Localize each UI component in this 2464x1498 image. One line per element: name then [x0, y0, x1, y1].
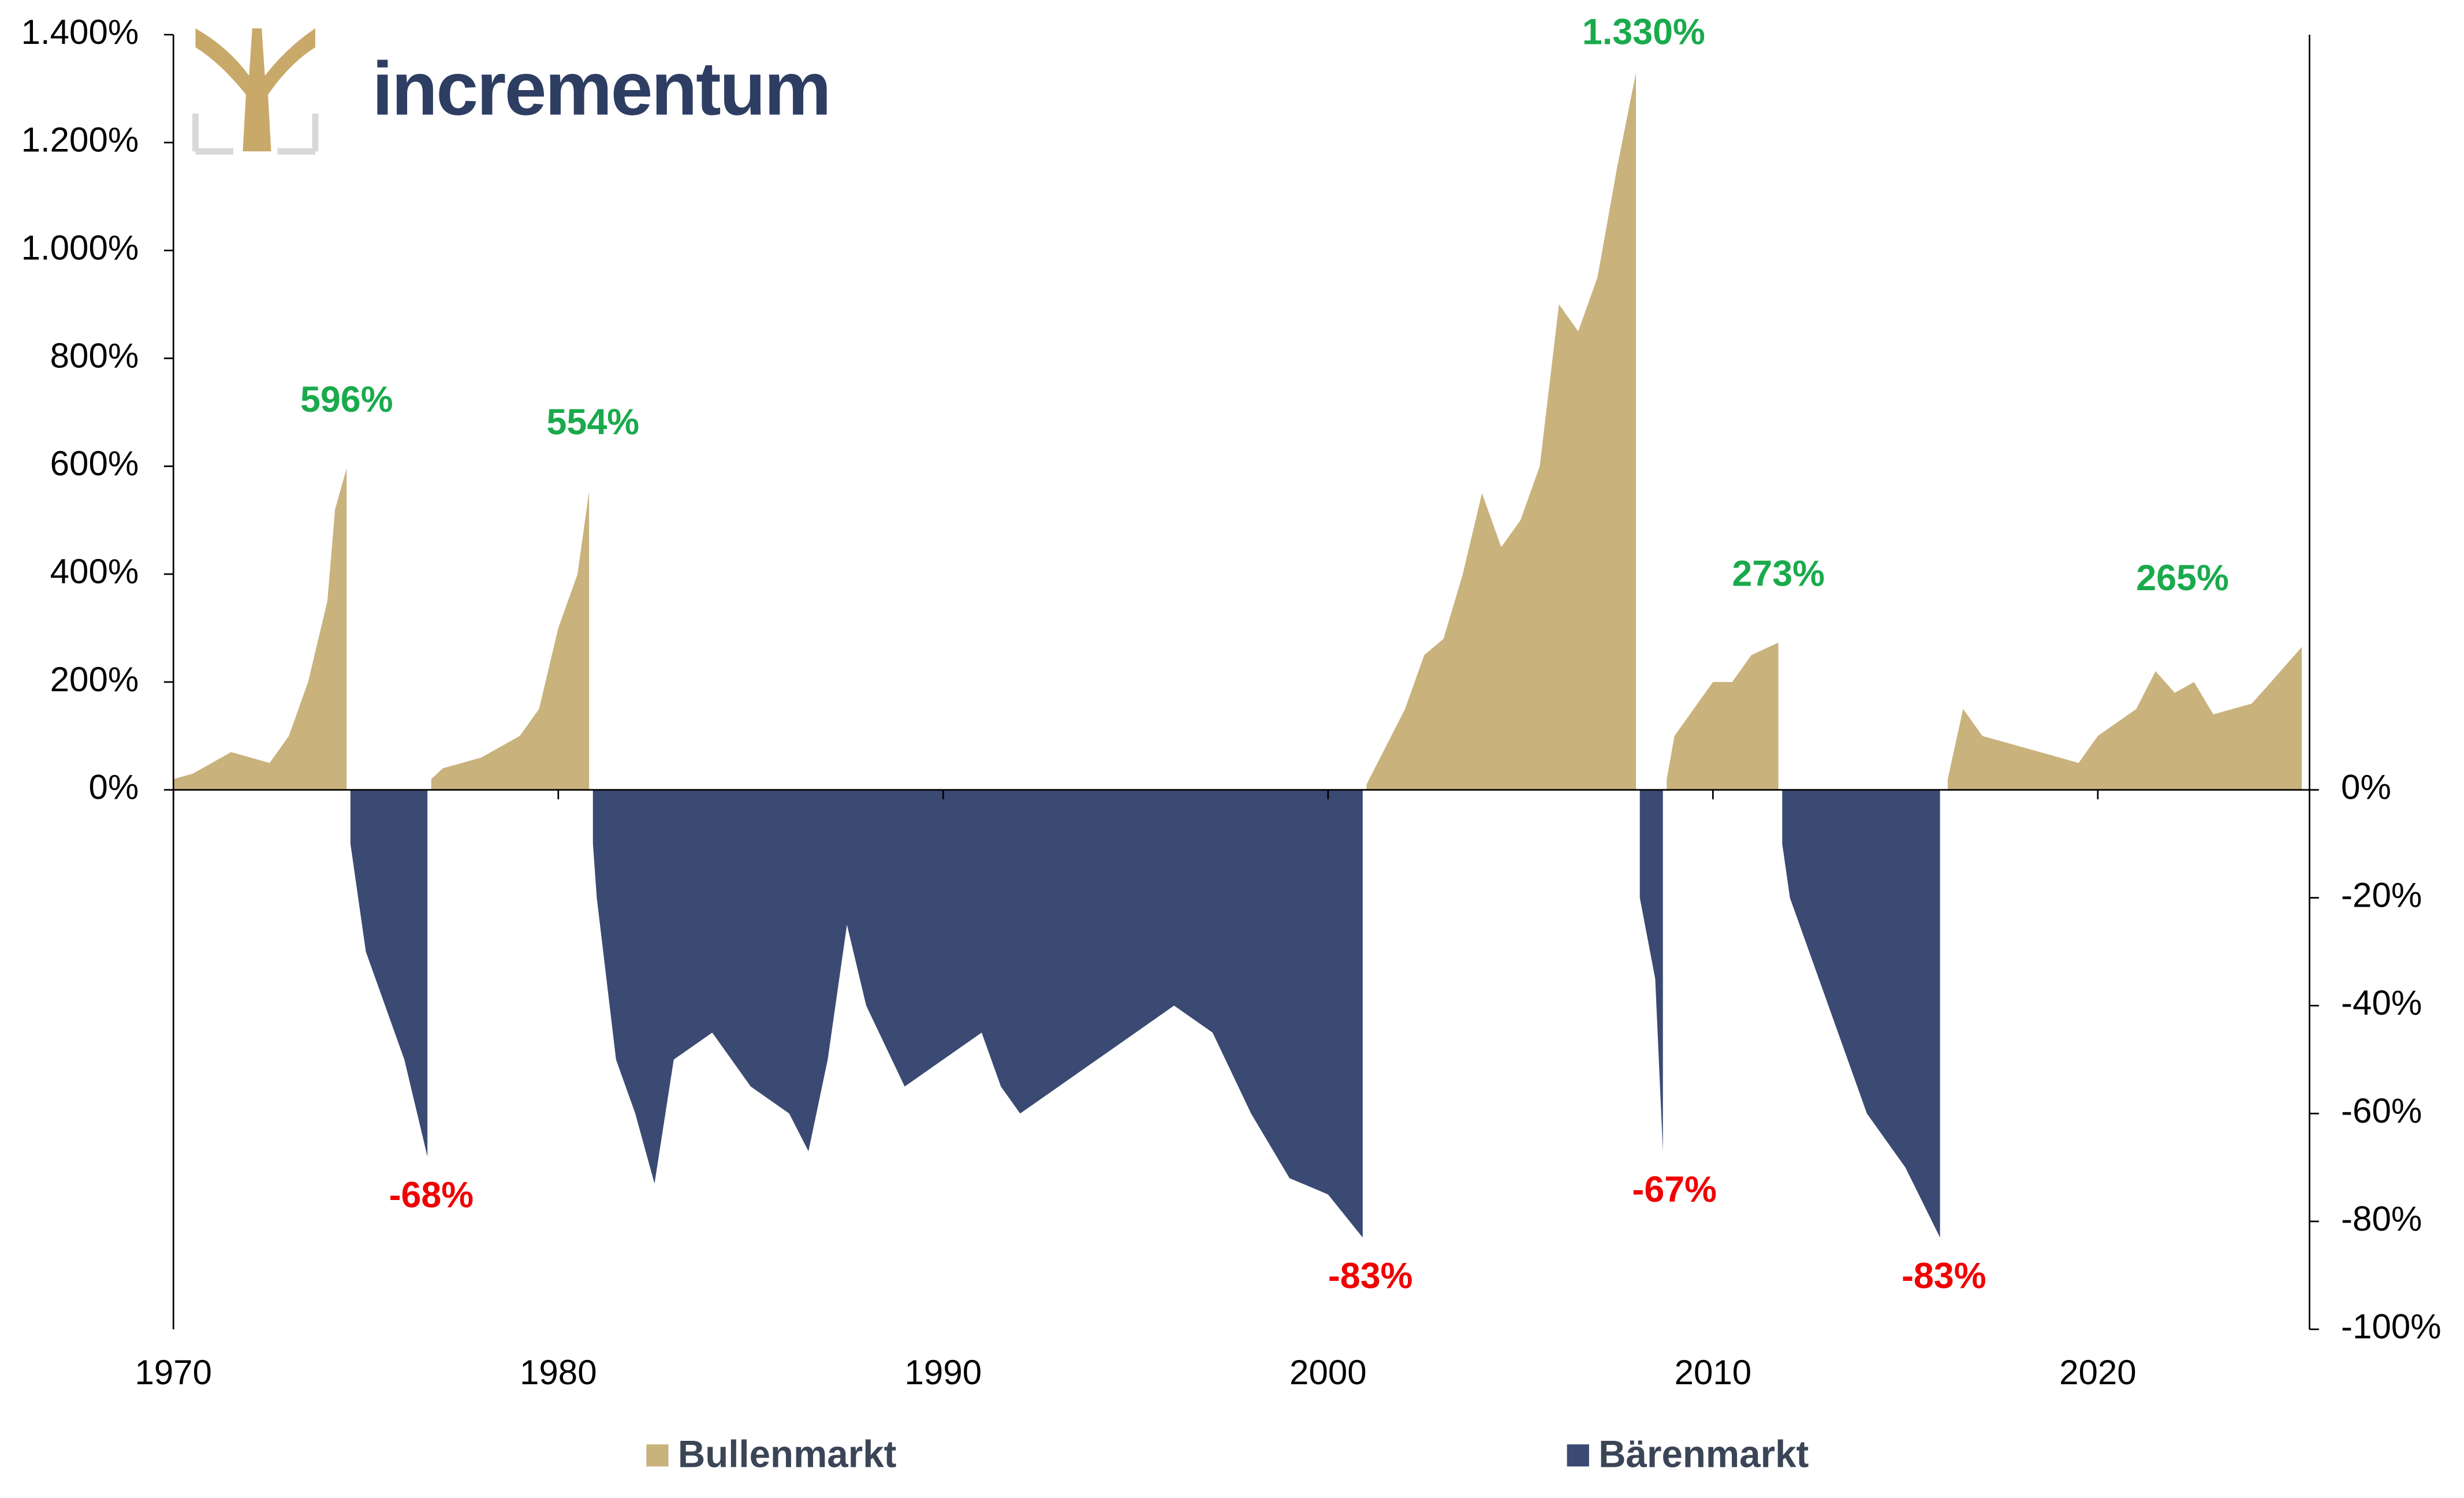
annotation: 273% [1732, 554, 1825, 594]
y2-tick-label: 0% [2341, 768, 2391, 807]
logo-icon [192, 28, 319, 155]
annotation: -67% [1632, 1169, 1717, 1210]
y2-tick-label: -20% [2341, 875, 2422, 914]
y2-tick-label: -100% [2341, 1307, 2441, 1346]
annotation: -68% [389, 1175, 474, 1216]
y-tick-label: 1.200% [21, 121, 139, 159]
x-tick-label: 2010 [1675, 1353, 1752, 1392]
y2-tick-label: -40% [2341, 983, 2422, 1022]
area-series [350, 789, 1940, 1238]
y-tick-label: 400% [50, 552, 139, 591]
y2-tick-label: -80% [2341, 1199, 2422, 1238]
annotation: -83% [1902, 1256, 1986, 1296]
annotation: 1.330% [1582, 12, 1705, 53]
legend-swatch [646, 1444, 669, 1467]
y-tick-label: 0% [88, 768, 139, 807]
y-tick-label: 1.000% [21, 229, 139, 267]
y-tick-label: 800% [50, 336, 139, 375]
x-tick-label: 1970 [135, 1353, 213, 1392]
logo-text: incrementum [372, 46, 830, 131]
y-tick-label: 1.400% [21, 13, 139, 51]
legend-swatch [1567, 1444, 1589, 1467]
annotation: 554% [547, 402, 640, 442]
area-series [173, 72, 2302, 790]
annotation: -83% [1328, 1256, 1413, 1296]
x-tick-label: 1980 [520, 1353, 597, 1392]
y2-tick-label: -60% [2341, 1091, 2422, 1130]
x-tick-label: 2000 [1289, 1353, 1367, 1392]
x-tick-label: 1990 [905, 1353, 982, 1392]
y-tick-label: 600% [50, 444, 139, 483]
y-tick-label: 200% [50, 660, 139, 699]
legend-label: Bärenmarkt [1598, 1433, 1809, 1475]
legend-label: Bullenmarkt [678, 1433, 897, 1475]
annotation: 265% [2136, 558, 2229, 598]
x-tick-label: 2020 [2059, 1353, 2137, 1392]
annotation: 596% [300, 379, 393, 420]
